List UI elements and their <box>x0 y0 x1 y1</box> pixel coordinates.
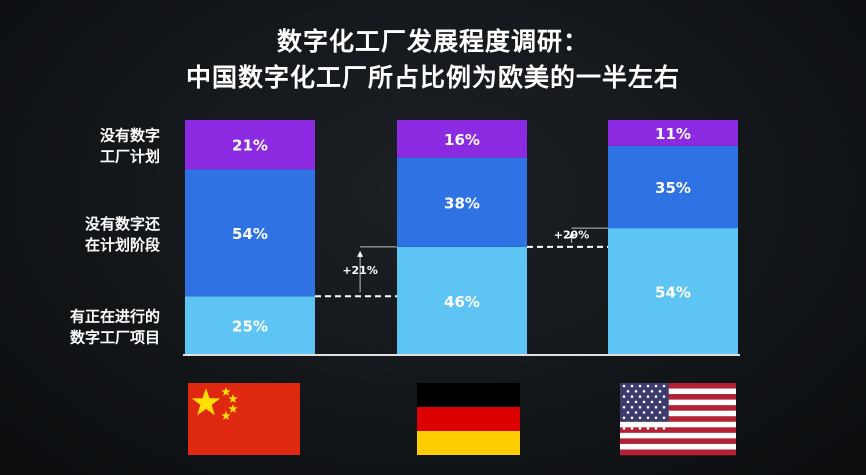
bar-segment <box>608 120 738 146</box>
series-label: 没有数字还 <box>85 215 161 233</box>
difference-label: +29% <box>554 228 590 241</box>
arrow-head-icon <box>357 250 364 257</box>
series-label: 数字工厂项目 <box>70 329 160 347</box>
series-label: 没有数字 <box>100 127 160 145</box>
data-label: 46% <box>444 293 480 311</box>
usa-flag-icon <box>620 383 736 456</box>
data-label: 21% <box>232 137 268 155</box>
bar-segment <box>185 169 315 297</box>
data-label: 25% <box>232 318 268 336</box>
bar-segment <box>185 296 315 355</box>
data-label: 11% <box>655 125 691 143</box>
bar-segment <box>608 145 738 229</box>
bar-segment <box>608 228 738 355</box>
series-label: 有正在进行的 <box>70 308 160 326</box>
data-label: 54% <box>232 225 268 243</box>
bar-segment <box>397 157 527 247</box>
series-label: 在计划阶段 <box>85 236 160 254</box>
data-label: 54% <box>655 284 691 302</box>
data-label: 38% <box>444 194 480 212</box>
series-label: 工厂计划 <box>100 148 160 166</box>
chart-title-line-2: 中国数字化工厂所占比例为欧美的一半左右 <box>185 63 680 92</box>
difference-label: +21% <box>342 264 378 277</box>
bar-segment <box>185 120 315 170</box>
bar-segment <box>397 120 527 158</box>
chart-title-line-1: 数字化工厂发展程度调研： <box>276 27 589 56</box>
arrow-head-icon <box>568 232 575 239</box>
data-label: 16% <box>444 131 480 149</box>
germany-flag-icon <box>417 383 520 455</box>
data-label: 35% <box>655 179 691 197</box>
bar-segment <box>397 246 527 355</box>
china-flag-icon <box>188 383 300 455</box>
